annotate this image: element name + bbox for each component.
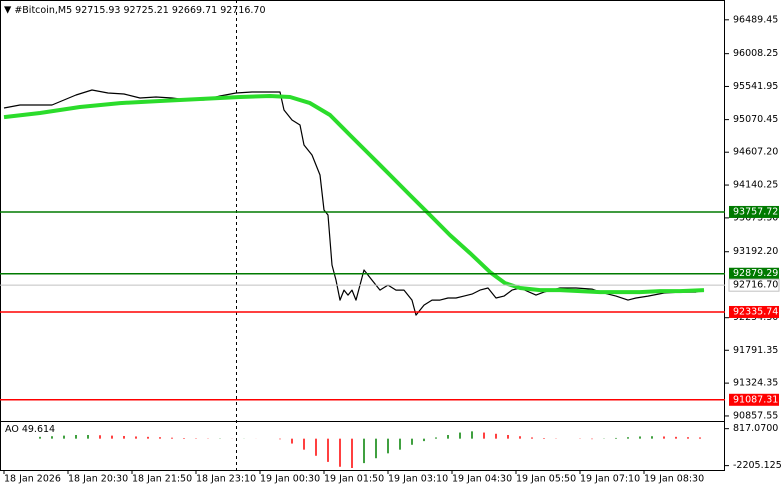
current-price-label: 92716.70	[733, 280, 778, 291]
level-label: 91087.31	[733, 394, 778, 405]
x-tick-label: 19 Jan 01:50	[324, 474, 384, 485]
x-tick-label: 19 Jan 08:30	[644, 474, 704, 485]
chart-title-text: #Bitcoin,M5 92715.93 92725.21 92669.71 9…	[14, 5, 265, 16]
y-tick-label: 94607.20	[733, 147, 778, 158]
level-label-box	[729, 267, 779, 280]
level-label: 92335.74	[733, 306, 778, 317]
level-label-box	[729, 393, 779, 406]
x-tick-label: 18 Jan 21:50	[132, 474, 192, 485]
y-tick-label: 90857.55	[733, 410, 778, 421]
x-tick-label: 18 Jan 20:30	[68, 474, 128, 485]
y-tick-label: 93192.20	[733, 246, 778, 257]
chart-title: ▼ #Bitcoin,M5 92715.93 92725.21 92669.71…	[4, 5, 266, 16]
x-tick-label: 19 Jan 04:30	[452, 474, 512, 485]
y-tick-label: 91324.35	[733, 378, 778, 389]
level-label: 92879.29	[733, 268, 778, 279]
x-tick-label: 19 Jan 03:10	[388, 474, 448, 485]
current-price-box	[728, 278, 780, 292]
x-tick-label: 19 Jan 05:50	[516, 474, 576, 485]
x-tick-label: 18 Jan 2026	[4, 474, 61, 485]
y-tick-label: 96489.45	[733, 14, 778, 25]
y-tick-label: 91791.35	[733, 345, 778, 356]
ao-y-tick-label: -2205.125	[733, 460, 781, 471]
y-tick-label: 95541.95	[733, 81, 778, 92]
moving-average	[3, 94, 705, 295]
x-tick-label: 19 Jan 00:30	[260, 474, 320, 485]
y-tick-label: 96008.25	[733, 48, 778, 59]
ao-current: 49.614	[22, 424, 55, 435]
level-label-box	[729, 205, 779, 218]
ao-name: AO	[5, 424, 19, 435]
y-tick-label: 94140.25	[733, 180, 778, 191]
plot-frame	[0, 0, 725, 471]
y-tick-label: 95070.45	[733, 114, 778, 125]
level-label-box	[729, 305, 779, 318]
x-tick-label: 18 Jan 23:10	[196, 474, 256, 485]
ao-y-tick-label: 817.0700	[733, 423, 778, 434]
x-tick-label: 19 Jan 07:10	[580, 474, 640, 485]
level-label: 93757.72	[733, 206, 778, 217]
ao-label: AO 49.614	[5, 424, 55, 435]
